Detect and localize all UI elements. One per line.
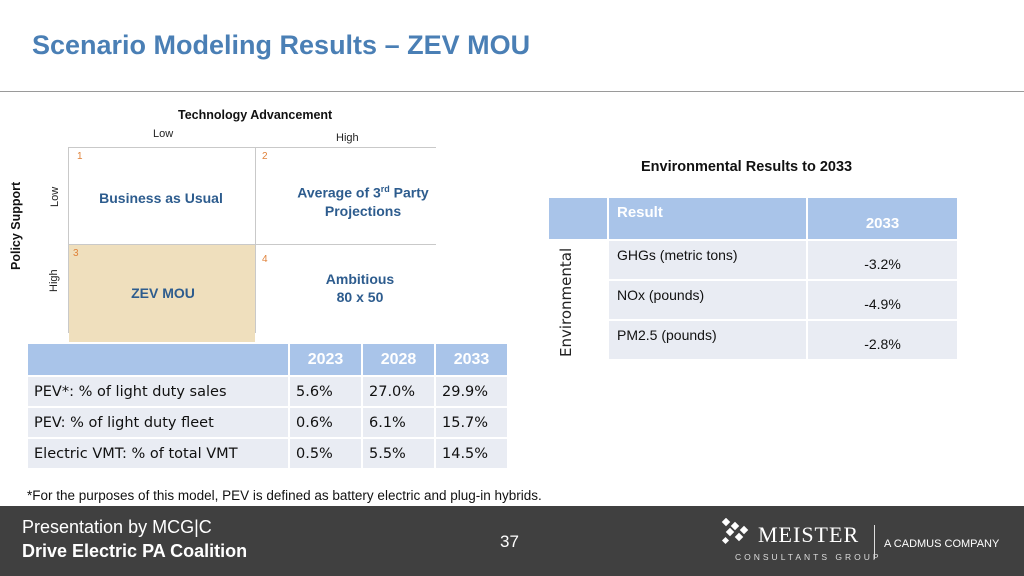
quadrant-4-number: 4: [262, 254, 268, 265]
footer-client: Drive Electric PA Coalition: [22, 541, 248, 561]
y-axis-title: Policy Support: [9, 181, 23, 270]
table-row: Electric VMT: % of total VMT 0.5% 5.5% 1…: [28, 439, 507, 468]
table-cell: PEV: % of light duty fleet: [28, 408, 288, 437]
env-group-label: Environmental: [557, 247, 575, 357]
x-axis-title: Technology Advancement: [178, 108, 333, 122]
logo-subtitle: CONSULTANTS GROUP: [735, 552, 882, 562]
matrix-center-line: [255, 147, 256, 333]
table-cell: 27.0%: [363, 377, 434, 406]
title-divider: [0, 91, 1024, 92]
page-number: 37: [500, 532, 519, 551]
table-cell: -2.8%: [808, 321, 957, 359]
table-header-row: Result 2033: [549, 198, 957, 239]
logo-divider: [874, 525, 875, 559]
table-row: NOx (pounds) -4.9%: [549, 281, 957, 319]
env-results-table: Result 2033 GHGs (metric tons) -3.2% NOx…: [547, 196, 959, 361]
quadrant-3-number: 3: [73, 248, 79, 259]
table-cell: 5.5%: [363, 439, 434, 468]
quadrant-1-label: Business as Usual: [99, 190, 223, 206]
meister-logo-icon: [721, 518, 749, 545]
table-row: PEV*: % of light duty sales 5.6% 27.0% 2…: [28, 377, 507, 406]
table-cell: 6.1%: [363, 408, 434, 437]
table-header-cell: 2033: [808, 198, 957, 239]
quadrant-3-label: ZEV MOU: [131, 285, 195, 301]
y-axis-low-label: Low: [49, 186, 61, 207]
env-group-cell: [549, 241, 607, 359]
quadrant-1-number: 1: [77, 151, 83, 162]
matrix-left-line: [68, 147, 69, 333]
table-cell: 5.6%: [290, 377, 361, 406]
table-cell: -4.9%: [808, 281, 957, 319]
zev-mou-highlight: [69, 244, 255, 342]
x-axis-low-label: Low: [153, 128, 174, 140]
table-cell: 15.7%: [436, 408, 507, 437]
table-header-cell: [549, 198, 607, 239]
table-cell: -3.2%: [808, 241, 957, 279]
table-header-cell: [28, 344, 288, 375]
quadrant-4-label: Ambitious 80 x 50: [325, 271, 395, 305]
table-cell: Electric VMT: % of total VMT: [28, 439, 288, 468]
table-row: GHGs (metric tons) -3.2%: [549, 241, 957, 359]
table-cell: 29.9%: [436, 377, 507, 406]
table-cell: PEV*: % of light duty sales: [28, 377, 288, 406]
table-cell: 0.5%: [290, 439, 361, 468]
env-results-heading: Environmental Results to 2033: [641, 159, 853, 175]
table-header-cell: Result: [609, 198, 806, 239]
table-cell: 14.5%: [436, 439, 507, 468]
table-cell: 0.6%: [290, 408, 361, 437]
table-header-row: 2023 2028 2033: [28, 344, 507, 375]
page-title: Scenario Modeling Results – ZEV MOU: [32, 30, 531, 60]
footer-bar: Presentation by MCG|C Drive Electric PA …: [0, 506, 1024, 576]
table-cell: PM2.5 (pounds): [609, 321, 806, 359]
table-row: PM2.5 (pounds) -2.8%: [549, 321, 957, 359]
y-axis-high-label: High: [48, 269, 60, 292]
table-header-cell: 2033: [436, 344, 507, 375]
quadrant-2-label: Average of 3rd Party Projections: [297, 184, 429, 219]
logo-name: MEISTER: [758, 522, 860, 547]
table-row: PEV: % of light duty fleet 0.6% 6.1% 15.…: [28, 408, 507, 437]
table-header-cell: 2028: [363, 344, 434, 375]
quadrant-2-number: 2: [262, 151, 268, 162]
footer-presenter: Presentation by MCG|C: [22, 517, 212, 537]
footnote: *For the purposes of this model, PEV is …: [27, 488, 542, 503]
pev-table: 2023 2028 2033 PEV*: % of light duty sal…: [26, 342, 509, 470]
table-cell: GHGs (metric tons): [609, 241, 806, 279]
matrix-middle-line: [68, 244, 436, 245]
table-cell: NOx (pounds): [609, 281, 806, 319]
logo-tagline: A CADMUS COMPANY: [884, 538, 1000, 550]
matrix-top-line: [68, 147, 436, 148]
x-axis-high-label: High: [336, 132, 359, 144]
table-header-cell: 2023: [290, 344, 361, 375]
